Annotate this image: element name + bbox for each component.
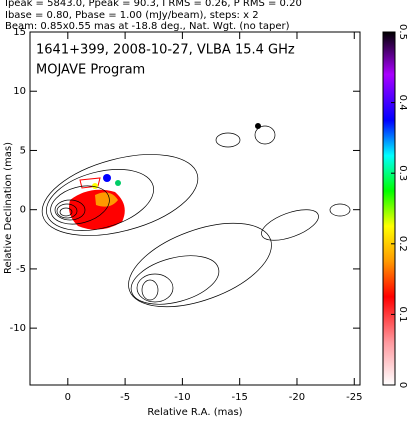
x-tick-label: -10 <box>174 392 190 403</box>
colorbar <box>382 31 396 386</box>
x-tick-label: -20 <box>289 392 305 403</box>
colorbar-tick-label: 0.2 <box>397 236 408 252</box>
y-tick-label: 0 <box>20 205 26 216</box>
x-tick-label: -15 <box>232 392 248 403</box>
plot-frame <box>29 31 361 386</box>
contours <box>41 125 351 308</box>
y-axis-label: Relative Declination (mas) <box>3 142 14 274</box>
colorbar-tick-label: 0.5 <box>397 24 408 40</box>
colorbar-tick-label: 0 <box>397 382 408 388</box>
y-tick-label: 15 <box>13 27 26 38</box>
colorbar-tick-label: 0.3 <box>397 165 408 181</box>
x-tick-label: -5 <box>120 392 130 403</box>
colorbar-tick-label: 0.1 <box>397 306 408 322</box>
y-tick-label: -5 <box>16 264 26 275</box>
header-line: Ibase = 0.80, Pbase = 1.00 (mJy/beam), s… <box>5 10 259 21</box>
x-tick-label: -25 <box>346 392 362 403</box>
map-title: 1641+399, 2008-10-27, VLBA 15.4 GHz <box>36 43 295 58</box>
colorbar-tick-label: 0.4 <box>397 95 408 111</box>
polarization-color <box>69 123 261 230</box>
y-tick-label: -10 <box>10 323 26 334</box>
header-line: Beam: 0.85x0.55 mas at -18.8 deg., Nat. … <box>5 21 290 32</box>
y-tick-label: 5 <box>20 145 26 156</box>
program-label: MOJAVE Program <box>36 63 145 78</box>
x-tick-label: 0 <box>65 392 71 403</box>
header-line: Ipeak = 5843.0, Ppeak = 90.3, I RMS = 0.… <box>5 0 302 9</box>
y-tick-label: 10 <box>13 86 26 97</box>
x-axis-label: Relative R.A. (mas) <box>147 407 242 418</box>
